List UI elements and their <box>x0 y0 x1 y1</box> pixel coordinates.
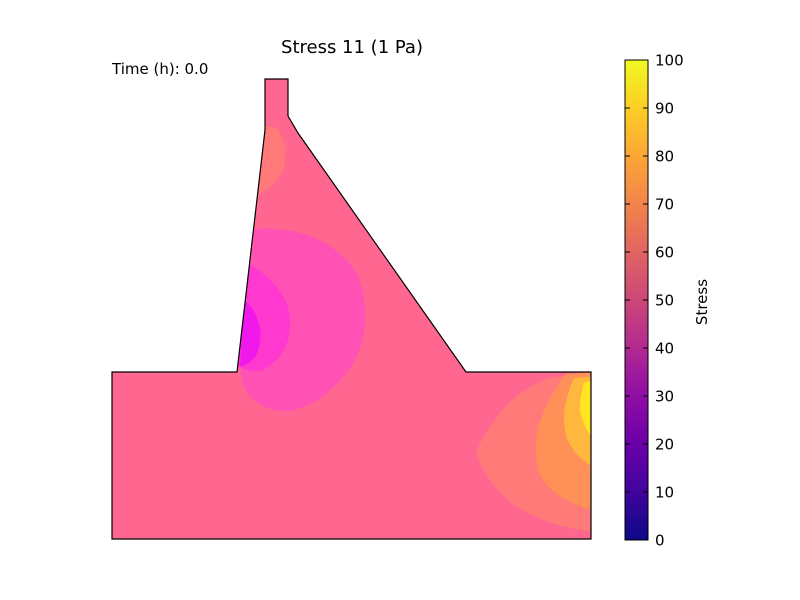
domain-outline <box>111 78 592 540</box>
region-mid-left-lobe-core <box>240 302 261 366</box>
region-lower-right-zone-3 <box>564 376 591 470</box>
colorbar-tick-label: 20 <box>655 436 674 454</box>
colorbar-tick-label: 70 <box>655 196 674 214</box>
colorbar-tick-label: 100 <box>655 52 684 70</box>
colorbar-tick-label: 0 <box>655 532 665 550</box>
colorbar: 0 10 20 30 40 50 60 70 80 90 100 Stress <box>624 52 711 550</box>
colorbar-tick-label: 30 <box>655 388 674 406</box>
colorbar-tick-label: 90 <box>655 100 674 118</box>
stress-field <box>112 79 591 539</box>
colorbar-tick-label: 80 <box>655 148 674 166</box>
colorbar-tick-label: 50 <box>655 292 674 310</box>
region-lower-right-zone-4 <box>580 380 591 444</box>
colorbar-label: Stress <box>693 279 711 325</box>
colorbar-gradient <box>625 60 648 540</box>
colorbar-tick-label: 10 <box>655 484 674 502</box>
chart-title: Stress 11 (1 Pa) <box>281 37 423 58</box>
colorbar-tick-label: 40 <box>655 340 674 358</box>
colorbar-tick-label: 60 <box>655 244 674 262</box>
colorbar-ticks: 0 10 20 30 40 50 60 70 80 90 100 <box>625 52 684 550</box>
time-annotation: Time (h): 0.0 <box>111 60 208 78</box>
region-mid-left-lobe-outer <box>240 228 366 412</box>
